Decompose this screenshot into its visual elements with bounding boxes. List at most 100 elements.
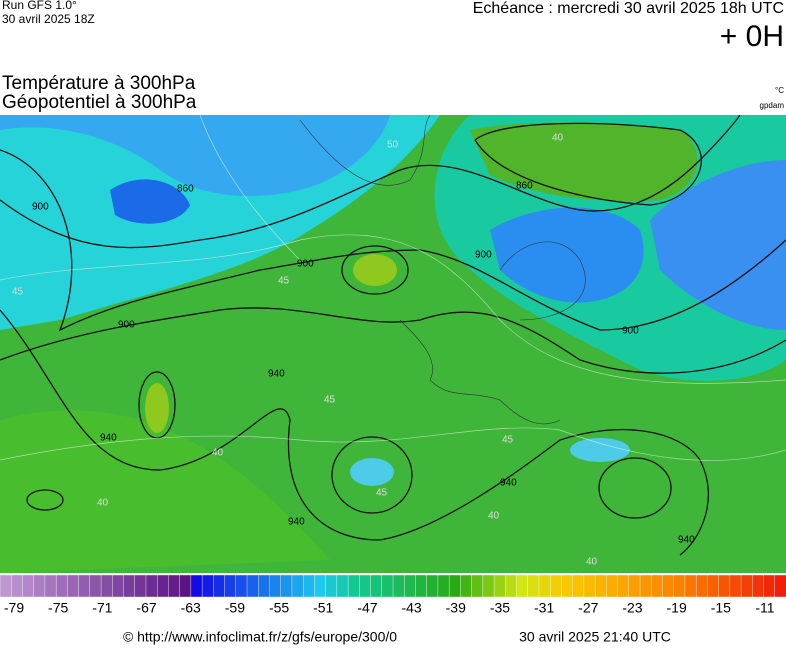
scale-swatch (684, 574, 697, 598)
echeance: Echéance : mercredi 30 avril 2025 18h UT… (473, 0, 784, 17)
run-label: Run GFS 1.0° (2, 0, 77, 12)
scale-swatch (112, 574, 125, 598)
scale-swatch (33, 574, 46, 598)
scale-swatch (763, 574, 776, 598)
scale-swatch (437, 574, 450, 598)
cold-spot (350, 458, 394, 486)
contour-label: 940 (100, 433, 117, 444)
scale-swatch (325, 574, 338, 598)
scale-label: -23 (622, 600, 642, 616)
scale-swatch (448, 574, 461, 598)
scale-swatch (550, 574, 562, 598)
scale-swatch (0, 574, 12, 598)
scale-swatch (213, 574, 226, 598)
contour-label: 940 (268, 369, 285, 380)
scale-swatch (168, 574, 181, 598)
contour-label: 940 (678, 535, 695, 546)
scale-swatch (55, 574, 68, 598)
scale-swatch (617, 574, 630, 598)
scale-swatch (493, 574, 506, 598)
scale-swatch (67, 574, 80, 598)
scale-swatch (662, 574, 675, 598)
temperature-label: 45 (278, 276, 290, 287)
scale-swatch (505, 574, 518, 598)
contour-label: 900 (32, 202, 49, 213)
scale-swatch (246, 574, 259, 598)
scale-swatch (639, 574, 652, 598)
scale-swatch (774, 574, 786, 598)
scale-swatch (314, 574, 327, 598)
scale-swatch (392, 574, 405, 598)
scale-label: -63 (181, 600, 201, 616)
scale-swatch (11, 574, 23, 598)
scale-swatch (718, 574, 731, 598)
contour-label: 860 (516, 181, 533, 192)
scale-swatch (729, 574, 742, 598)
temperature-label: 45 (324, 395, 336, 406)
warm-spot (353, 254, 397, 286)
scale-swatch (471, 574, 484, 598)
scale-swatch (280, 574, 293, 598)
offset: + 0H (720, 20, 784, 53)
color-scale: -79 -75 -71 -67 -63 -59 -55 -51 -47 -43 -39 -35 -31 -… (0, 574, 786, 616)
cold-core (110, 179, 190, 224)
scale-swatch (190, 574, 203, 598)
unit-geopotential: gpdam (760, 101, 785, 110)
scale-swatch (628, 574, 641, 598)
scale-swatch (89, 574, 102, 598)
scale-swatch (673, 574, 686, 598)
temperature-label: 45 (502, 435, 514, 446)
temperature-label: 45 (12, 287, 24, 298)
scale-swatch (258, 574, 270, 598)
scale-swatch (347, 574, 360, 598)
contour-label: 860 (177, 184, 194, 195)
scale-swatch (415, 574, 428, 598)
scale-swatch (381, 574, 394, 598)
scale-label: -47 (357, 600, 377, 616)
contour-label: 900 (622, 326, 639, 337)
coastlines (299, 115, 586, 425)
contour-label: 900 (475, 250, 492, 261)
run-date: 30 avril 2025 18Z (2, 12, 95, 26)
map: 900 860 900 900 860 900 900 940 940 940 … (0, 115, 786, 573)
scale-label: -75 (48, 600, 68, 616)
scale-swatch (336, 574, 349, 598)
contour-label: 900 (297, 259, 314, 270)
title-temperature: Température à 300hPa (2, 73, 196, 94)
blue-area-far-east (650, 160, 786, 330)
temperature-label: 40 (212, 448, 224, 459)
scale-swatch (606, 574, 619, 598)
temperature-label: 40 (552, 133, 564, 144)
scale-swatch (123, 574, 136, 598)
scale-swatch (561, 574, 574, 598)
scale-swatch (201, 574, 214, 598)
contour-label: 900 (118, 320, 135, 331)
scale-swatch (572, 574, 585, 598)
scale-swatch (145, 574, 158, 598)
scale-swatch (224, 574, 237, 598)
scale-swatch (695, 574, 708, 598)
scale-swatch (78, 574, 91, 598)
scale-label: -11 (755, 600, 774, 616)
temperature-contours (0, 115, 786, 461)
blue-area-east (490, 207, 644, 303)
scale-swatch (359, 574, 372, 598)
temperature-label: 40 (586, 557, 598, 568)
scale-label: -59 (225, 600, 245, 616)
scale-swatch (44, 574, 57, 598)
scale-swatch (460, 574, 473, 598)
temperature-label: 40 (97, 498, 109, 509)
warm-area (0, 410, 330, 573)
title-geopotential: Géopotentiel à 300hPa (2, 92, 197, 113)
scale-swatch (269, 574, 282, 598)
temperature-label: 40 (488, 511, 500, 522)
scale-swatch (707, 574, 720, 598)
temperature-label: 50 (387, 140, 399, 151)
scale-swatch (651, 574, 663, 598)
timestamp: 30 avril 2025 21:40 UTC (519, 629, 671, 645)
scale-label: -55 (269, 600, 289, 616)
scale-swatch (516, 574, 529, 598)
scale-swatch (583, 574, 596, 598)
source-url: © http://www.infoclimat.fr/z/gfs/europe/… (123, 629, 397, 645)
